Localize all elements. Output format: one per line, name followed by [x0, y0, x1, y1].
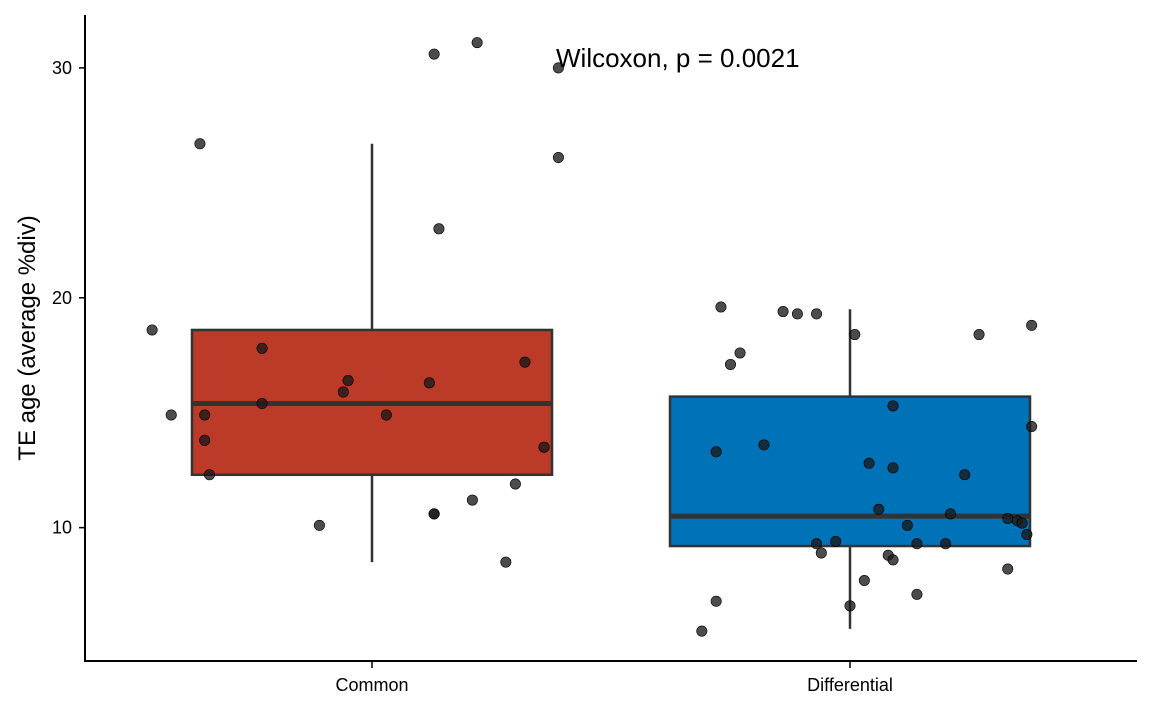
axes-layer [84, 15, 1137, 662]
data-point [887, 400, 899, 412]
data-point [710, 595, 722, 607]
data-point [724, 358, 736, 370]
data-point [146, 324, 158, 336]
data-point [428, 508, 440, 520]
boxes-layer [190, 143, 1032, 629]
data-point [901, 519, 913, 531]
data-point [313, 519, 325, 531]
data-point [199, 434, 211, 446]
data-point [777, 306, 789, 318]
data-point [552, 152, 564, 164]
data-point [342, 375, 354, 387]
y-axis-title: TE age (average %div) [14, 215, 41, 460]
data-point [428, 48, 440, 60]
data-point [199, 409, 211, 421]
data-point [815, 547, 827, 559]
data-point [863, 457, 875, 469]
data-point [194, 138, 206, 150]
data-point [849, 329, 861, 341]
x-tick-label: Differential [807, 675, 893, 695]
x-ticks: Common Differential [335, 661, 893, 695]
data-point [715, 301, 727, 313]
data-point [500, 556, 512, 568]
y-tick-label: 10 [52, 518, 72, 538]
data-point [873, 503, 885, 515]
data-point [433, 223, 445, 235]
data-point [734, 347, 746, 359]
data-point [811, 538, 823, 550]
data-point [758, 439, 770, 451]
data-point [696, 625, 708, 637]
x-tick-label: Common [335, 675, 408, 695]
data-point [1002, 563, 1014, 575]
data-point [959, 469, 971, 481]
data-point [519, 356, 531, 368]
data-point [791, 308, 803, 320]
data-point [940, 538, 952, 550]
wilcoxon-annotation: Wilcoxon, p = 0.0021 [556, 43, 800, 73]
data-point [256, 342, 268, 354]
data-point [1016, 517, 1028, 529]
data-point [203, 469, 215, 481]
data-point [710, 446, 722, 458]
data-point [844, 600, 856, 612]
data-point [256, 398, 268, 410]
data-point [973, 329, 985, 341]
y-tick-label: 30 [52, 58, 72, 78]
data-point [911, 588, 923, 600]
data-point [830, 535, 842, 547]
data-point [1026, 421, 1038, 433]
data-point [337, 386, 349, 398]
data-point [538, 441, 550, 453]
data-point [811, 308, 823, 320]
points-layer [146, 37, 1038, 637]
data-point [552, 62, 564, 74]
data-point [165, 409, 177, 421]
data-point [1026, 319, 1038, 331]
data-point [471, 37, 483, 49]
data-point [466, 494, 478, 506]
data-point [1021, 529, 1033, 541]
data-point [380, 409, 392, 421]
y-ticks: 10 20 30 [52, 58, 85, 538]
data-point [911, 538, 923, 550]
y-tick-label: 20 [52, 288, 72, 308]
data-point [887, 554, 899, 566]
data-point [858, 575, 870, 587]
data-point [944, 508, 956, 520]
box-differential [668, 395, 1032, 548]
data-point [509, 478, 521, 490]
data-point [1002, 512, 1014, 524]
data-point [887, 462, 899, 474]
data-point [423, 377, 435, 389]
